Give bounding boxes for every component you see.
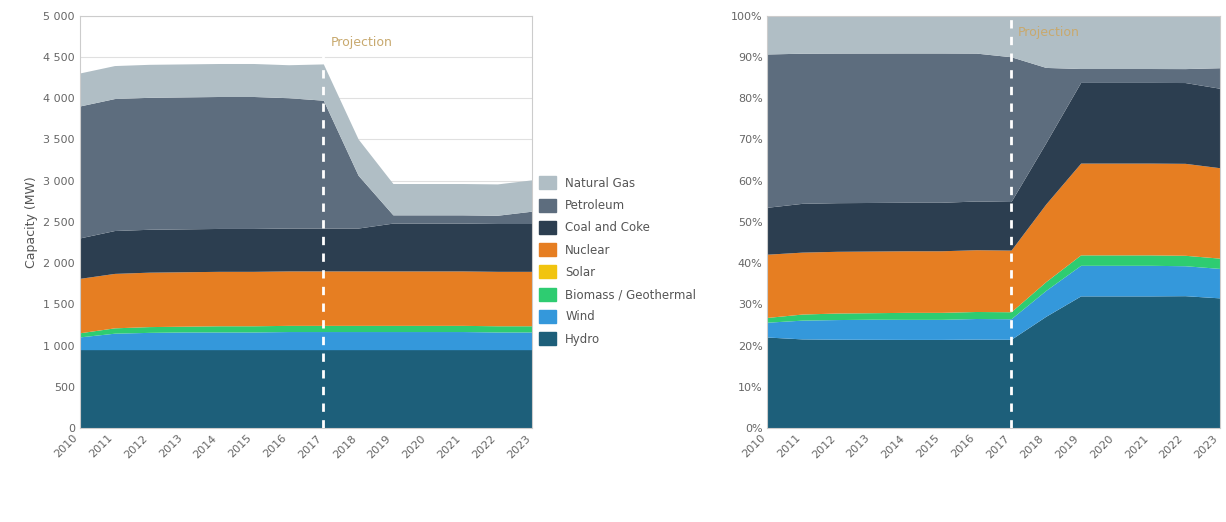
Y-axis label: Capacity (MW): Capacity (MW) — [25, 176, 38, 268]
Text: Projection: Projection — [1018, 26, 1080, 39]
Legend: Natural Gas, Petroleum, Coal and Coke, Nuclear, Solar, Biomass / Geothermal, Win: Natural Gas, Petroleum, Coal and Coke, N… — [539, 176, 696, 346]
Text: Projection: Projection — [330, 37, 392, 49]
